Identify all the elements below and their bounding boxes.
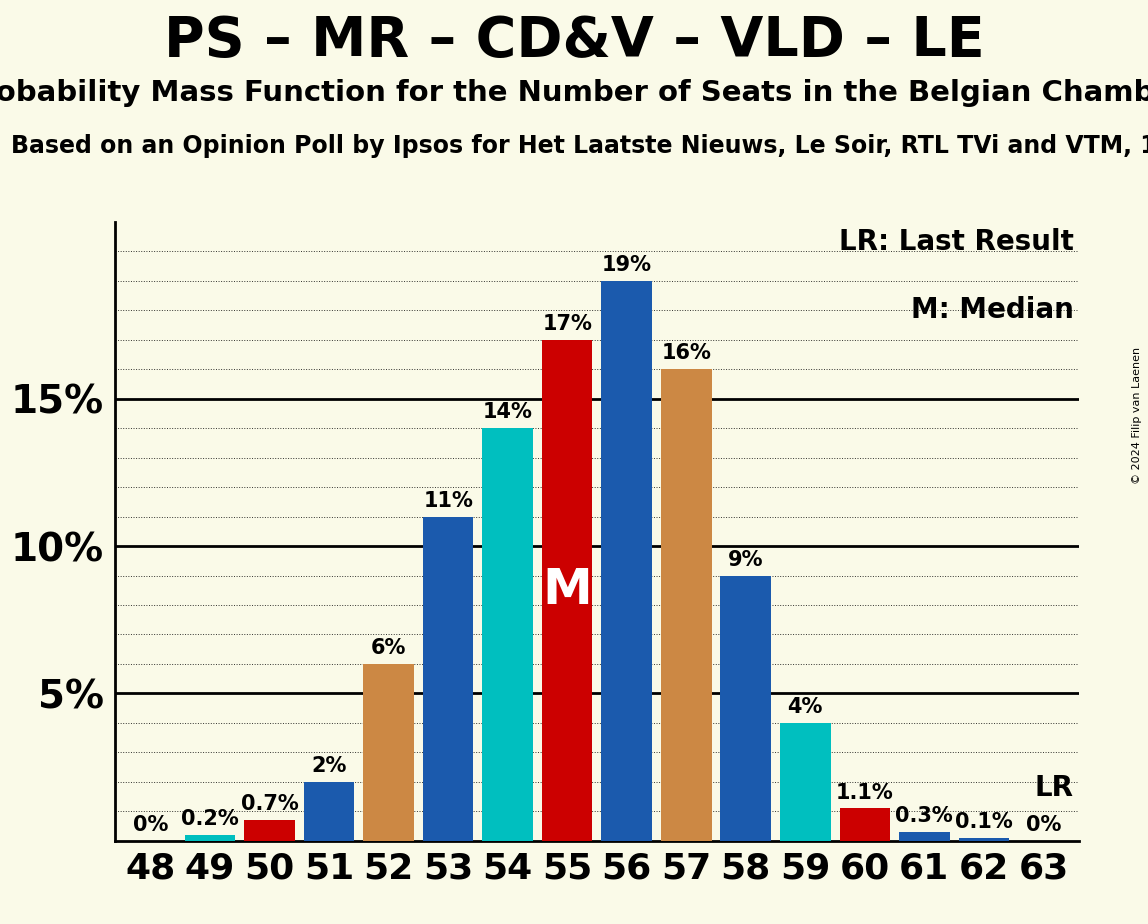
Text: 1.1%: 1.1%: [836, 783, 893, 803]
Bar: [185, 835, 235, 841]
Text: LR: LR: [1034, 773, 1073, 802]
Text: 16%: 16%: [661, 343, 712, 363]
Bar: [363, 664, 414, 841]
Text: 2%: 2%: [311, 756, 347, 776]
Bar: [304, 782, 355, 841]
Text: 11%: 11%: [424, 491, 473, 511]
Text: 0.2%: 0.2%: [181, 809, 239, 829]
Text: 0.1%: 0.1%: [955, 812, 1013, 832]
Bar: [245, 821, 295, 841]
Text: 4%: 4%: [788, 697, 823, 717]
Text: PS – MR – CD&V – VLD – LE: PS – MR – CD&V – VLD – LE: [164, 14, 984, 67]
Bar: [482, 428, 533, 841]
Text: LR: Last Result: LR: Last Result: [839, 228, 1075, 256]
Text: 0%: 0%: [133, 815, 169, 835]
Bar: [839, 808, 890, 841]
Text: 0.7%: 0.7%: [241, 795, 298, 814]
Text: 9%: 9%: [728, 550, 763, 569]
Text: M: Median: M: Median: [912, 296, 1075, 324]
Text: 19%: 19%: [602, 255, 652, 274]
Text: © 2024 Filip van Laenen: © 2024 Filip van Laenen: [1132, 347, 1142, 484]
Bar: [899, 832, 949, 841]
Text: Probability Mass Function for the Number of Seats in the Belgian Chamber: Probability Mass Function for the Number…: [0, 79, 1148, 106]
Text: Based on an Opinion Poll by Ipsos for Het Laatste Nieuws, Le Soir, RTL TVi and V: Based on an Opinion Poll by Ipsos for He…: [11, 134, 1148, 158]
Bar: [721, 576, 771, 841]
Text: 17%: 17%: [542, 314, 592, 334]
Text: M: M: [542, 566, 592, 614]
Text: 0.3%: 0.3%: [895, 806, 953, 826]
Bar: [959, 838, 1009, 841]
Bar: [422, 517, 473, 841]
Bar: [602, 281, 652, 841]
Text: 14%: 14%: [482, 402, 533, 422]
Bar: [661, 370, 712, 841]
Bar: [779, 723, 831, 841]
Text: 0%: 0%: [1025, 815, 1061, 835]
Bar: [542, 340, 592, 841]
Text: 6%: 6%: [371, 638, 406, 658]
